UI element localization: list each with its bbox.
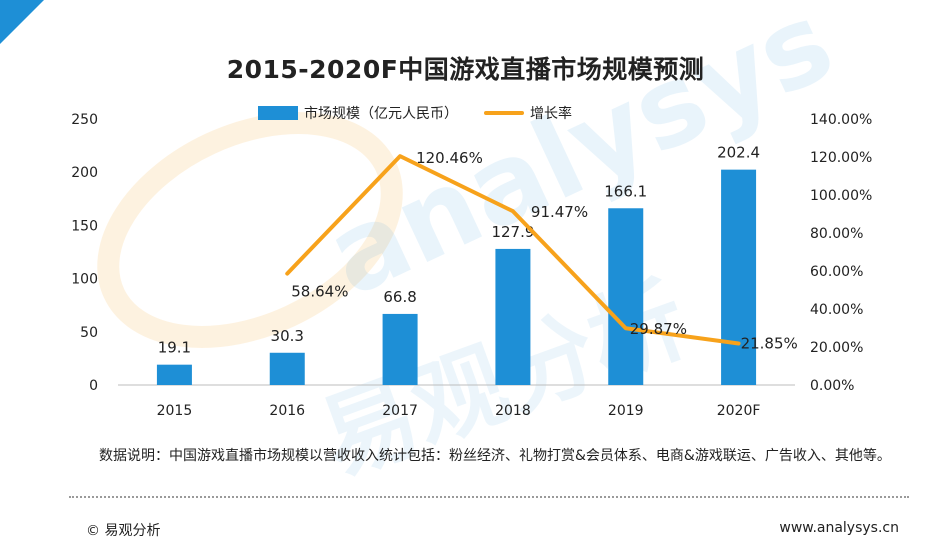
y-right-tick-label: 80.00% xyxy=(810,226,863,242)
y-right-tick-label: 20.00% xyxy=(810,340,863,356)
line-value-label: 58.64% xyxy=(291,283,348,301)
y-left-tick-label: 0 xyxy=(89,378,98,394)
legend-label-line: 增长率 xyxy=(530,106,572,122)
y-right-tick-label: 140.00% xyxy=(810,112,872,128)
y-right-tick-label: 120.00% xyxy=(810,150,872,166)
y-left-tick-label: 100 xyxy=(71,272,98,288)
data-note: 数据说明：中国游戏直播市场规模以营收收入统计包括：粉丝经济、礼物打赏&会员体系、… xyxy=(99,448,891,464)
bar xyxy=(608,208,644,385)
x-tick-label: 2019 xyxy=(608,403,644,419)
x-tick-label: 2018 xyxy=(495,403,531,419)
bar-value-label: 127.9 xyxy=(491,223,534,241)
footer-website[interactable]: www.analysys.cn xyxy=(779,520,899,536)
legend-swatch-line xyxy=(484,111,524,115)
bar xyxy=(156,364,192,385)
legend-label-bar: 市场规模（亿元人民币） xyxy=(304,106,458,122)
bar-value-label: 166.1 xyxy=(604,182,647,200)
bar-value-label: 19.1 xyxy=(158,339,191,357)
legend-swatch-bar xyxy=(258,106,298,120)
line-value-label: 21.85% xyxy=(741,334,798,352)
corner-accent xyxy=(0,0,44,44)
bar xyxy=(495,248,531,385)
footer-divider xyxy=(69,496,909,498)
x-tick-label: 2015 xyxy=(157,403,193,419)
footer-copyright: © 易观分析 xyxy=(86,523,161,539)
y-left-tick-label: 250 xyxy=(71,112,98,128)
chart-legend: 市场规模（亿元人民币） 增长率 xyxy=(258,103,598,123)
bar-value-label: 66.8 xyxy=(383,288,416,306)
y-left-tick-label: 50 xyxy=(80,325,98,341)
legend-item-bar: 市场规模（亿元人民币） xyxy=(258,103,458,123)
y-right-tick-label: 0.00% xyxy=(810,378,854,394)
bar-value-label: 202.4 xyxy=(717,144,760,162)
y-right-tick-label: 60.00% xyxy=(810,264,863,280)
legend-item-line: 增长率 xyxy=(484,103,572,123)
bar xyxy=(721,169,757,385)
y-right-tick-label: 40.00% xyxy=(810,302,863,318)
line-value-label: 29.87% xyxy=(630,320,687,338)
bar xyxy=(382,313,418,385)
growth-line xyxy=(285,154,741,346)
y-left-tick-label: 150 xyxy=(71,218,98,234)
x-tick-label: 2020F xyxy=(717,403,761,419)
chart-plot: 0 50 100 150 200 250 0.00% 20.00% 40.00% 60.00% 80… xyxy=(71,112,872,419)
y-right-tick-label: 100.00% xyxy=(810,188,872,204)
y-left-tick-label: 200 xyxy=(71,165,98,181)
x-tick-label: 2016 xyxy=(269,403,305,419)
bar-value-label: 30.3 xyxy=(271,327,304,345)
bar xyxy=(269,352,305,385)
x-tick-label: 2017 xyxy=(382,403,418,419)
line-value-label: 91.47% xyxy=(531,203,588,221)
line-value-label: 120.46% xyxy=(416,149,483,167)
chart-title: 2015-2020F中国游戏直播市场规模预测 xyxy=(226,55,705,84)
